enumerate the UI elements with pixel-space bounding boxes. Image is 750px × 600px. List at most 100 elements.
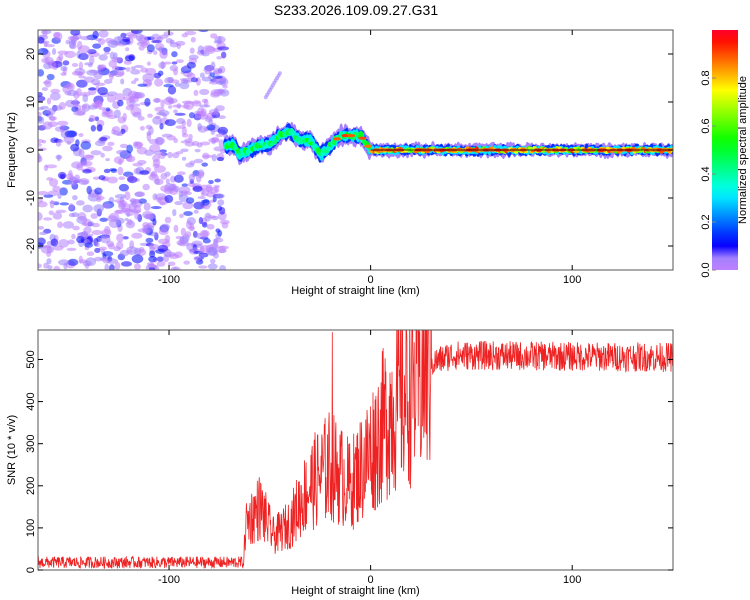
- noise-dot: [96, 124, 103, 132]
- ridge-peak: [341, 134, 350, 138]
- noise-dot: [159, 122, 164, 130]
- noise-dot: [137, 116, 145, 121]
- noise-dot: [98, 246, 108, 251]
- noise-dot: [214, 193, 225, 199]
- noise-dot: [68, 40, 76, 49]
- noise-dot: [44, 44, 55, 48]
- noise-dot: [164, 234, 171, 243]
- noise-dot: [134, 92, 144, 99]
- noise-dot: [67, 239, 75, 245]
- noise-dot: [130, 66, 136, 70]
- ridge-peak: [332, 137, 341, 141]
- noise-dot: [122, 112, 127, 122]
- noise-dot: [167, 261, 176, 267]
- noise-dot: [134, 64, 144, 69]
- noise-dot: [186, 118, 192, 128]
- noise-dot: [220, 51, 227, 59]
- noise-dot: [213, 107, 219, 114]
- noise-dot: [132, 162, 144, 167]
- noise-dot: [174, 251, 183, 259]
- y-tick-label: 10: [25, 96, 37, 108]
- noise-dot: [122, 236, 129, 240]
- noise-dot: [213, 146, 225, 152]
- noise-dot: [107, 243, 115, 250]
- noise-dot: [77, 212, 87, 221]
- noise-dot: [39, 231, 48, 236]
- noise-dot: [103, 168, 111, 174]
- noise-dot: [104, 51, 110, 55]
- noise-dot: [139, 170, 150, 175]
- ridge-mark: [358, 131, 364, 138]
- noise-dot: [95, 38, 102, 42]
- noise-dot: [46, 108, 56, 116]
- noise-dot: [207, 263, 218, 270]
- noise-dot: [145, 213, 154, 220]
- noise-dot: [213, 68, 222, 76]
- noise-dot: [178, 186, 191, 194]
- noise-dot: [92, 43, 102, 49]
- noise-dot: [215, 133, 224, 138]
- noise-dot: [56, 139, 64, 144]
- noise-dot: [174, 112, 186, 116]
- noise-dot: [199, 72, 205, 79]
- x-tick-label: 0: [368, 274, 374, 286]
- noise-dot: [60, 125, 65, 133]
- noise-dot: [208, 119, 213, 126]
- noise-dot: [214, 89, 226, 95]
- noise-dot: [143, 202, 151, 211]
- noise-dot: [189, 47, 195, 54]
- colorbar-tick-label: 0.0: [700, 262, 712, 277]
- noise-dot: [62, 60, 70, 66]
- noise-dot: [117, 99, 124, 107]
- noise-dot: [58, 259, 70, 266]
- noise-dot: [173, 137, 179, 144]
- noise-dot: [103, 46, 111, 53]
- noise-dot: [151, 40, 162, 44]
- noise-dot: [198, 30, 209, 33]
- noise-dot: [98, 30, 109, 38]
- noise-dot: [49, 200, 60, 205]
- noise-dot: [131, 232, 143, 239]
- noise-dot: [148, 255, 157, 263]
- noise-dot: [218, 139, 225, 148]
- y-axis-label: Frequency (Hz): [6, 112, 18, 188]
- noise-dot: [108, 72, 115, 77]
- noise-dot: [52, 212, 63, 220]
- noise-dot: [184, 141, 195, 147]
- noise-dot: [136, 248, 147, 256]
- noise-dot: [148, 267, 155, 270]
- noise-dot: [156, 47, 168, 52]
- noise-dot: [115, 209, 123, 214]
- noise-dot: [130, 69, 141, 75]
- noise-dot: [198, 216, 204, 225]
- noise-dot: [92, 176, 101, 180]
- noise-dot: [70, 30, 81, 36]
- noise-dot: [69, 177, 79, 181]
- noise-dot: [135, 141, 144, 148]
- noise-dot: [197, 123, 202, 131]
- noise-dot: [172, 104, 183, 108]
- noise-dot: [82, 218, 92, 227]
- noise-dot: [145, 237, 154, 243]
- noise-dot: [129, 198, 137, 204]
- noise-dot: [90, 150, 102, 156]
- noise-dot: [156, 256, 164, 262]
- noise-dot: [65, 83, 73, 90]
- noise-dot: [214, 178, 221, 183]
- noise-dot: [86, 185, 92, 195]
- noise-dot: [126, 249, 133, 254]
- noise-dot: [217, 126, 229, 135]
- y-tick-label: -20: [25, 238, 37, 254]
- noise-dot: [66, 247, 77, 252]
- colorbar-label: Normalized spectral amplitude: [737, 76, 749, 224]
- noise-dot: [174, 82, 181, 87]
- noise-dot: [46, 73, 55, 81]
- noise-dot: [166, 135, 176, 141]
- chart-title: S233.2026.109.09.27.G31: [274, 2, 438, 18]
- noise-dot: [71, 233, 76, 240]
- noise-dot: [59, 187, 68, 196]
- noise-dot: [150, 205, 162, 210]
- noise-dot: [38, 47, 49, 56]
- noise-dot: [109, 51, 115, 60]
- noise-dot: [82, 204, 93, 213]
